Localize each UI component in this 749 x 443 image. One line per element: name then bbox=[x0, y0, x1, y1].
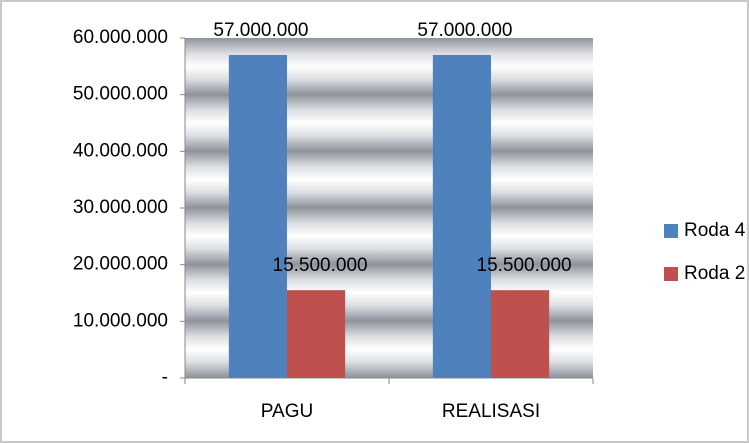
value-label: 57.000.000 bbox=[213, 20, 308, 41]
y-tick-label: 50.000.000 bbox=[73, 84, 168, 105]
x-tick-label: PAGU bbox=[261, 401, 313, 422]
y-tick-label: 10.000.000 bbox=[73, 310, 168, 331]
y-tick-label: 20.000.000 bbox=[73, 254, 168, 275]
y-tick-label: 40.000.000 bbox=[73, 140, 168, 161]
bar bbox=[228, 55, 287, 378]
value-label: 57.000.000 bbox=[417, 20, 512, 41]
x-tick-label: REALISASI bbox=[442, 401, 540, 422]
bar bbox=[432, 55, 491, 378]
y-tick-label: - bbox=[162, 367, 168, 388]
legend-swatch bbox=[664, 267, 678, 281]
bar bbox=[491, 290, 550, 378]
y-tick-label: 60.000.000 bbox=[73, 27, 168, 48]
value-label: 15.500.000 bbox=[477, 255, 572, 276]
y-tick-label: 30.000.000 bbox=[73, 197, 168, 218]
bar bbox=[287, 290, 346, 378]
legend-label: Roda 2 bbox=[684, 263, 745, 284]
value-label: 15.500.000 bbox=[273, 255, 368, 276]
legend-swatch bbox=[664, 224, 678, 238]
legend-label: Roda 4 bbox=[684, 220, 746, 241]
